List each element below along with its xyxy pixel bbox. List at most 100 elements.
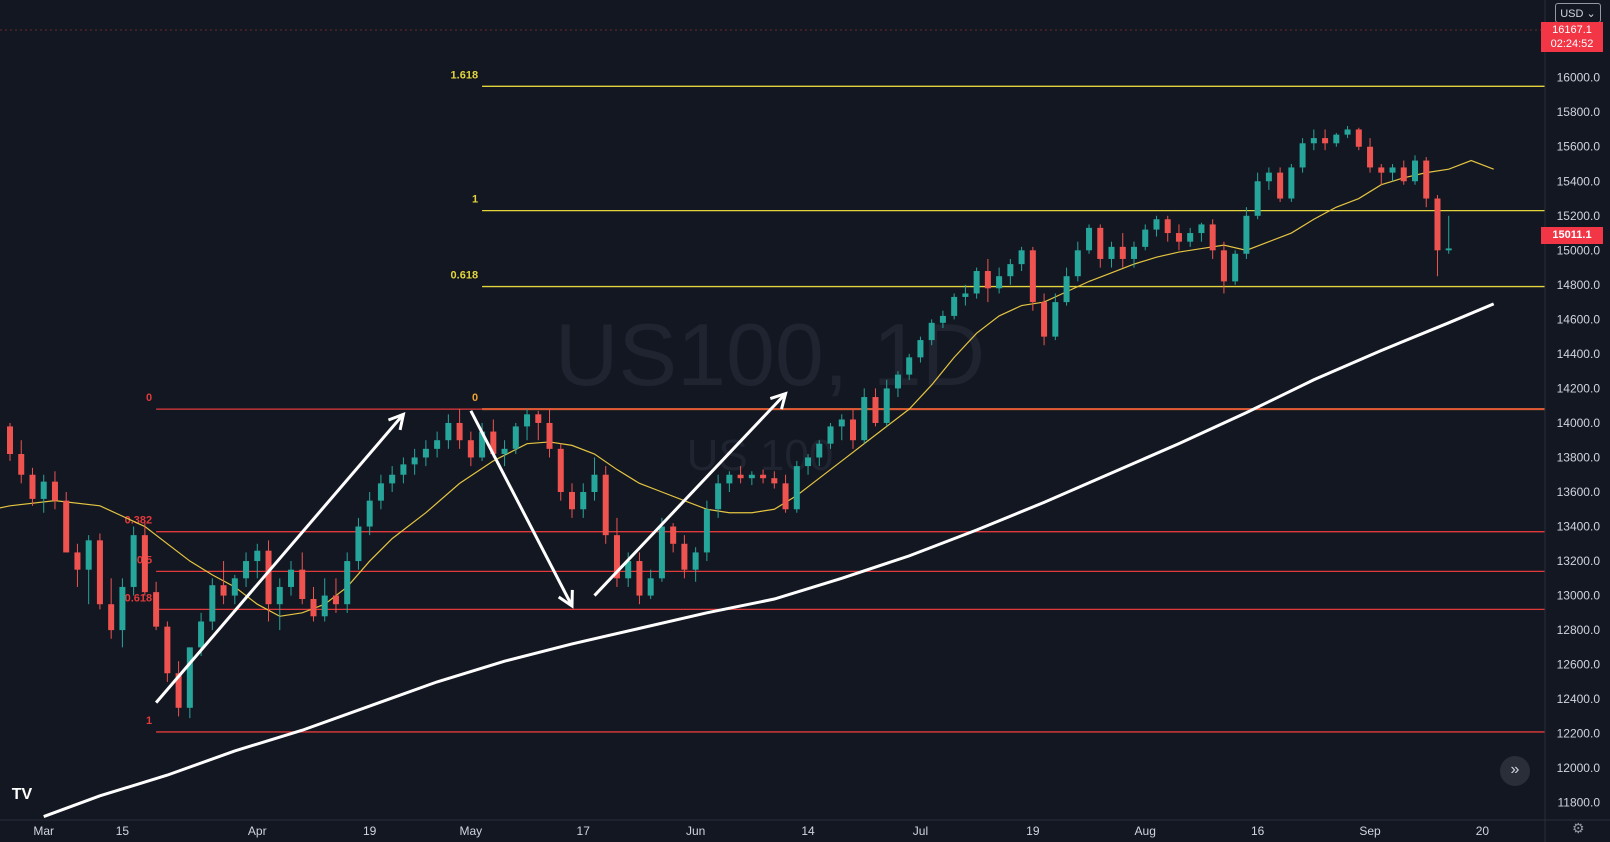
candle-body	[737, 474, 744, 479]
candle	[1041, 293, 1048, 346]
x-tick-label: 19	[363, 824, 377, 838]
currency-button[interactable]: USD ⌄	[1555, 3, 1601, 23]
y-tick-label: 11800.0	[1558, 796, 1601, 810]
candle-body	[209, 585, 216, 622]
candle-body	[175, 673, 182, 708]
candle	[524, 409, 531, 441]
y-tick-label: 14200.0	[1557, 381, 1601, 395]
candle	[389, 466, 396, 492]
candle-body	[1018, 250, 1025, 265]
candle-body	[771, 478, 778, 484]
candle-body	[670, 526, 677, 544]
candle	[602, 466, 609, 544]
candle	[85, 535, 92, 605]
candle	[1299, 138, 1306, 173]
candle	[1333, 132, 1340, 147]
candle	[119, 578, 126, 648]
candle	[231, 574, 238, 605]
candle	[434, 431, 441, 458]
candle-body	[96, 540, 103, 605]
candle-body	[1333, 134, 1340, 144]
candle	[1164, 215, 1171, 242]
candle	[1175, 224, 1182, 251]
candle	[344, 552, 351, 613]
candle	[962, 284, 969, 306]
candle-body	[85, 540, 92, 570]
candle-body	[1052, 302, 1059, 337]
candle	[670, 523, 677, 553]
candle	[1389, 164, 1396, 182]
candle-body	[1412, 160, 1418, 182]
candle-body	[1265, 172, 1272, 182]
x-tick-label: Mar	[33, 824, 54, 838]
candle	[321, 578, 328, 622]
candle-body	[1097, 227, 1104, 259]
candle-body	[29, 474, 36, 499]
candle	[580, 483, 587, 518]
candle	[243, 552, 250, 587]
price-axis-bg	[1545, 0, 1610, 842]
candle	[1074, 241, 1081, 282]
candle-body	[861, 397, 868, 441]
candle-body	[18, 454, 25, 475]
last-price-countdown: 02:24:52	[1550, 38, 1594, 50]
candle-body	[1041, 302, 1048, 337]
candle-body	[805, 457, 812, 467]
candle	[1220, 241, 1227, 294]
candle-body	[63, 500, 70, 553]
candle	[883, 379, 890, 427]
candle	[1052, 293, 1059, 341]
y-tick-label: 13800.0	[1557, 450, 1601, 464]
candle	[501, 440, 508, 467]
gear-icon[interactable]: ⚙	[1572, 820, 1585, 836]
candle-body	[1187, 233, 1194, 242]
candle-body	[254, 550, 261, 562]
candle	[288, 561, 294, 596]
candle-body	[569, 492, 575, 510]
long-moving-average-line	[43, 302, 1495, 818]
x-tick-label: Aug	[1135, 824, 1156, 838]
candle-body	[198, 621, 205, 648]
tradingview-logo[interactable]: TV	[6, 783, 38, 807]
candle	[917, 336, 924, 363]
candle-body	[996, 276, 1003, 289]
candle-body	[119, 586, 126, 631]
currency-label: USD	[1560, 8, 1584, 20]
candle	[1018, 246, 1025, 272]
candle	[861, 388, 868, 444]
scroll-to-realtime-button[interactable]: »	[1500, 756, 1530, 786]
x-tick-label: 14	[801, 824, 815, 838]
candle-body	[625, 561, 632, 579]
candle	[479, 422, 486, 461]
candle	[984, 258, 991, 303]
candle	[838, 414, 845, 441]
candle	[894, 371, 901, 398]
candle	[40, 474, 47, 513]
x-tick-label: Jul	[913, 824, 928, 838]
candle	[850, 409, 856, 449]
candle	[613, 517, 620, 587]
candle-body	[1355, 129, 1362, 147]
candle-body	[1153, 219, 1160, 230]
candle-body	[1074, 250, 1081, 277]
chevron-down-icon: ⌄	[1583, 8, 1596, 20]
candle	[467, 431, 474, 467]
candle-body	[1232, 253, 1239, 282]
trend-arrow-line	[469, 410, 574, 607]
candle	[906, 353, 913, 380]
candle	[366, 492, 373, 536]
y-tick-label: 15600.0	[1557, 140, 1601, 154]
candle-body	[1288, 167, 1295, 199]
candle-body	[1344, 129, 1351, 135]
candle	[1232, 250, 1239, 285]
y-tick-label: 12200.0	[1557, 727, 1601, 741]
candle	[175, 661, 182, 717]
trend-arrow-head	[769, 391, 788, 410]
candle	[164, 621, 171, 682]
candle	[703, 500, 710, 562]
candle-body	[490, 431, 497, 455]
y-tick-label: 12400.0	[1557, 692, 1601, 706]
candle-body	[1423, 160, 1430, 199]
